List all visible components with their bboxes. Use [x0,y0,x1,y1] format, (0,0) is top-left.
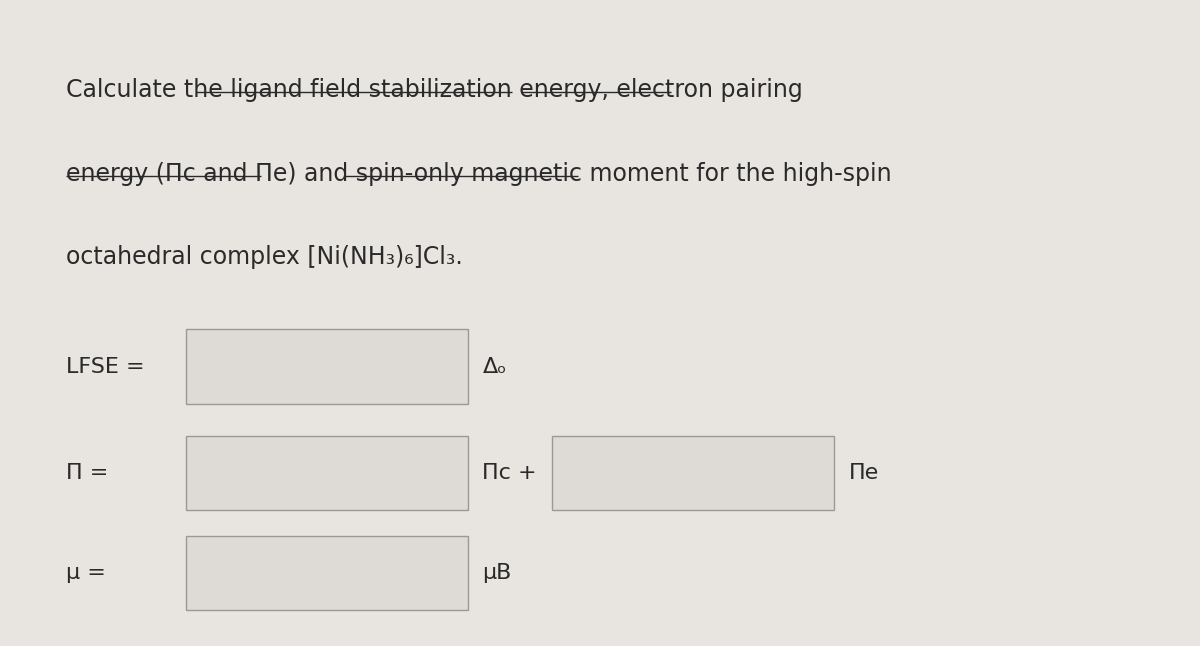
FancyBboxPatch shape [186,329,468,404]
Text: octahedral complex [Ni(NH₃)₆]Cl₃.: octahedral complex [Ni(NH₃)₆]Cl₃. [66,245,463,269]
FancyBboxPatch shape [186,436,468,510]
Text: μB: μB [482,563,511,583]
Text: μ =: μ = [66,563,106,583]
Text: Calculate the ligand field stabilization energy, electron pairing: Calculate the ligand field stabilization… [66,78,803,101]
Text: Δₒ: Δₒ [482,357,506,377]
Text: LFSE =: LFSE = [66,357,145,377]
Text: energy (Πc and Πe) and spin-only magnetic moment for the high-spin: energy (Πc and Πe) and spin-only magneti… [66,162,892,185]
FancyBboxPatch shape [552,436,834,510]
Text: Πe: Πe [848,463,878,483]
Text: Π =: Π = [66,463,108,483]
FancyBboxPatch shape [186,536,468,610]
Text: Πc +: Πc + [482,463,538,483]
